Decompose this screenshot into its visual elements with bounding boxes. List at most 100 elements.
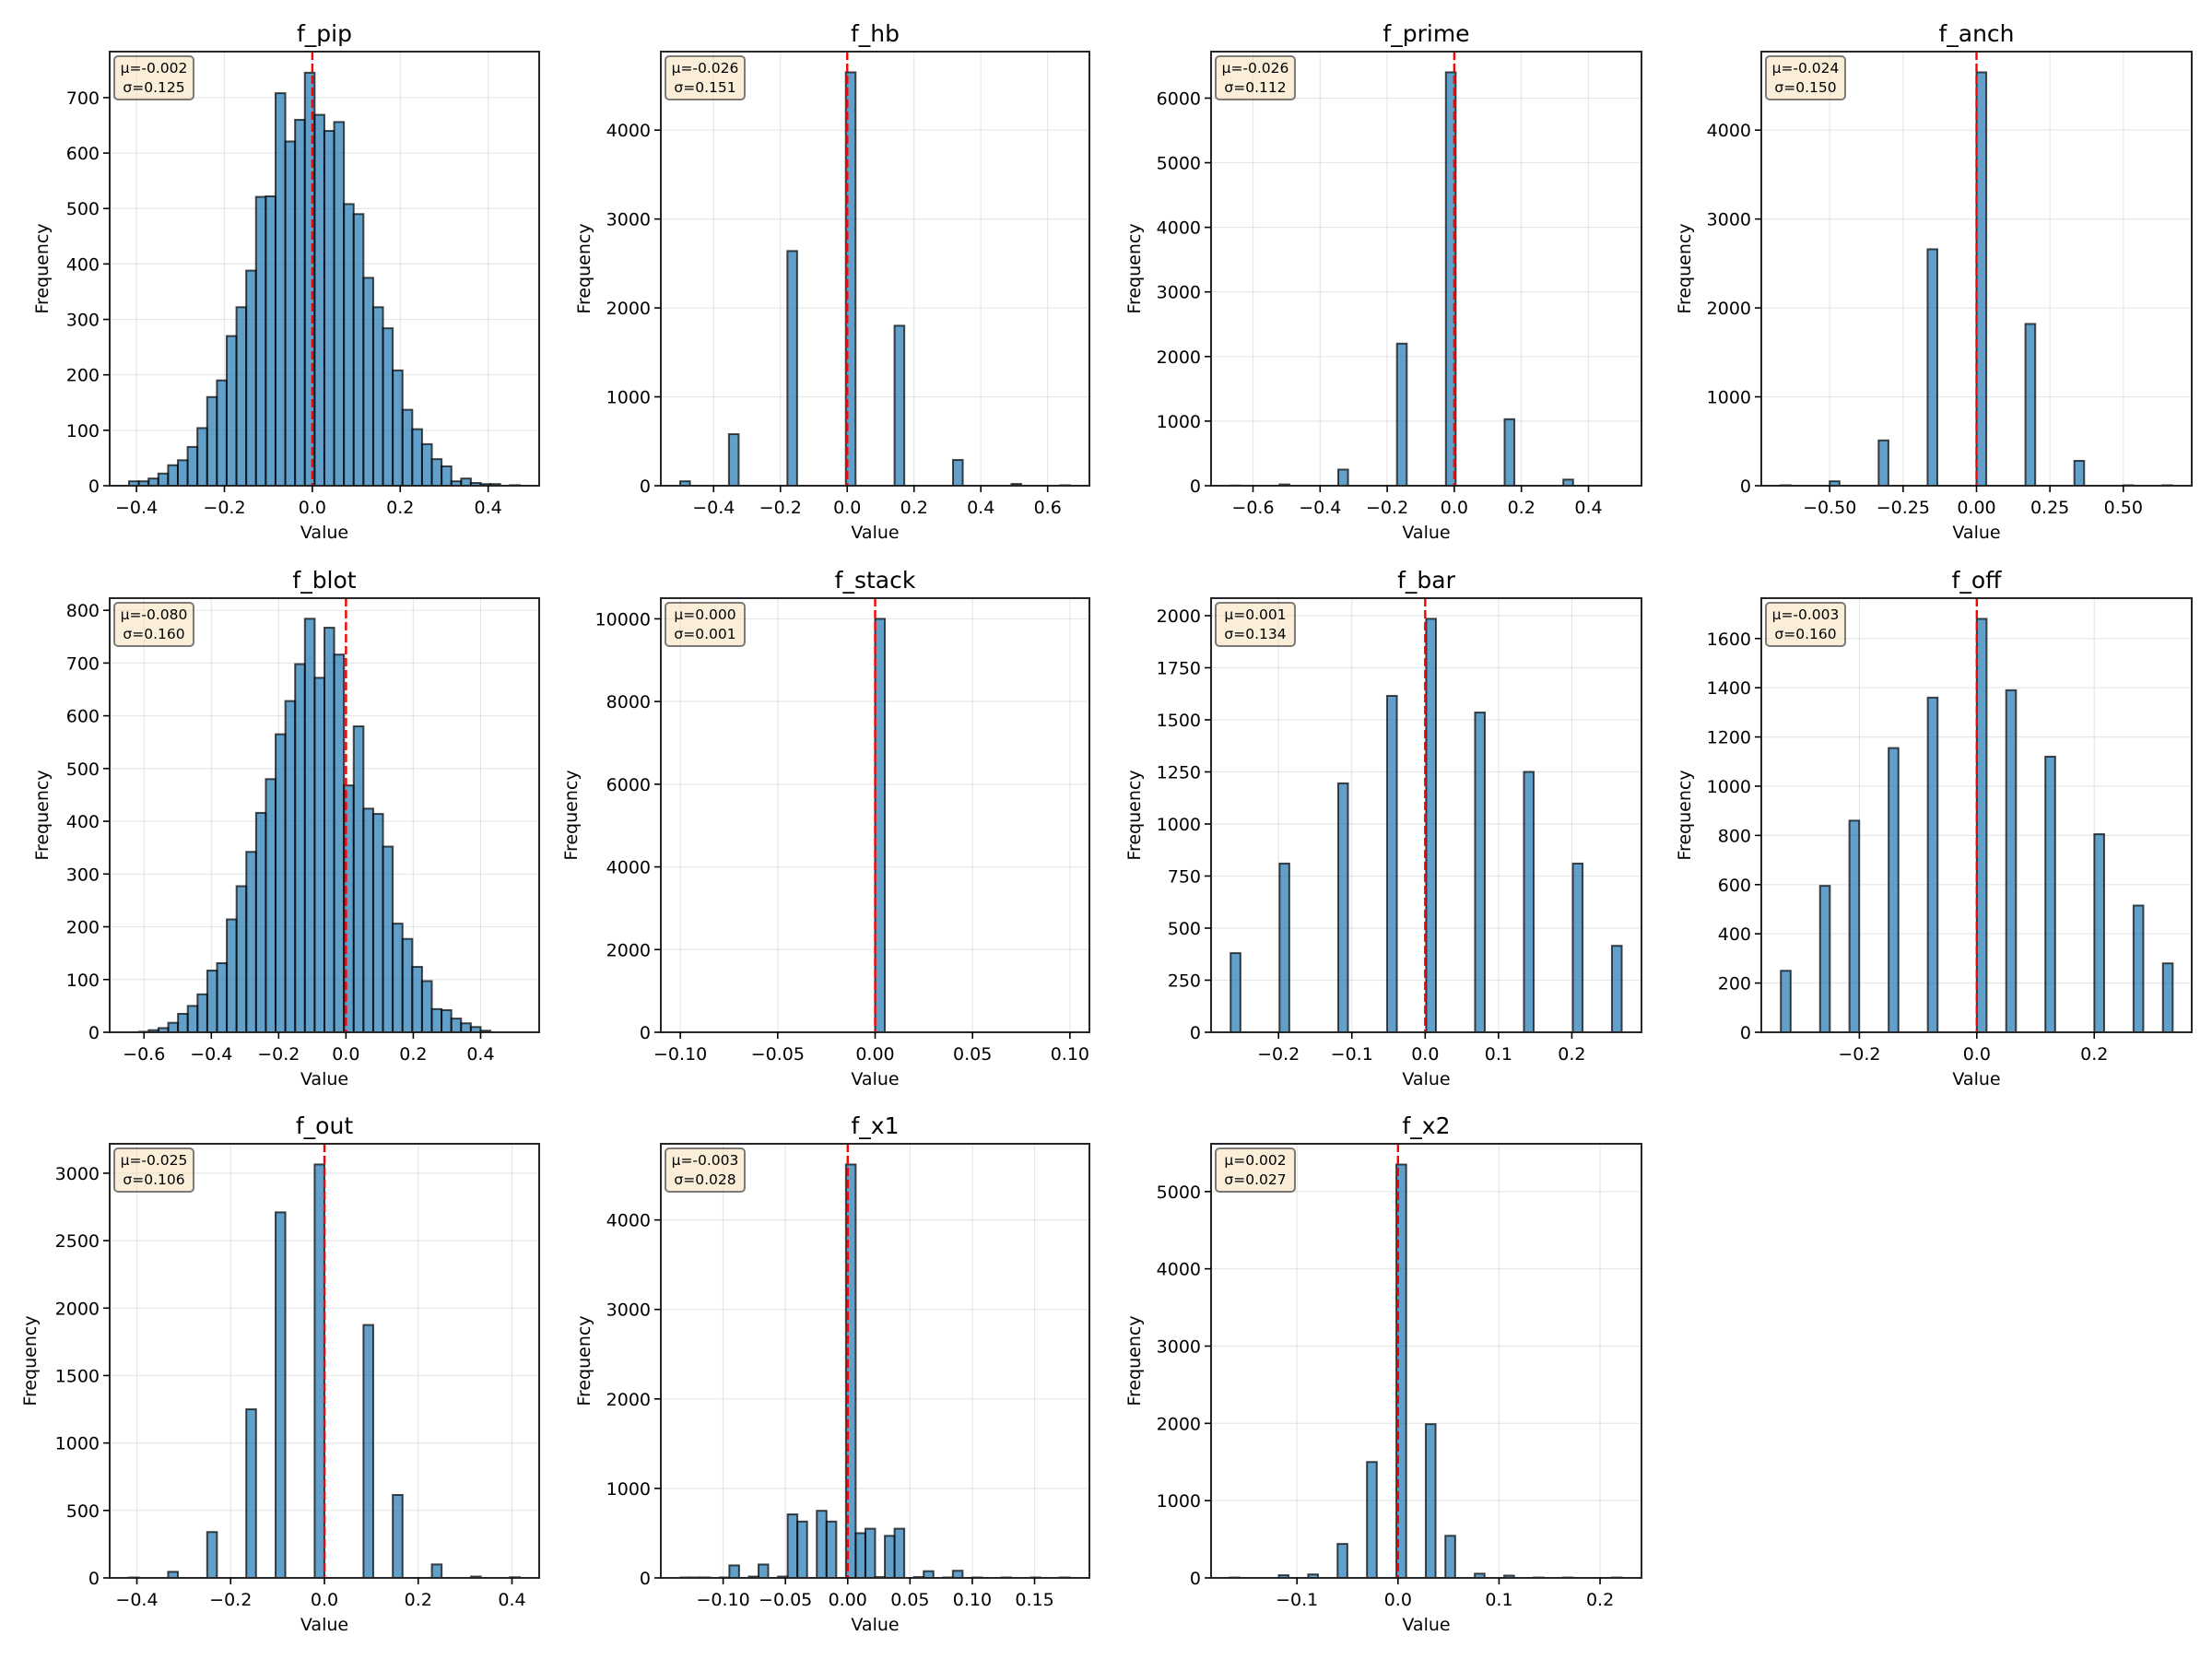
- histogram-bar: [333, 121, 346, 486]
- x-tick-label: 0.4: [967, 498, 994, 518]
- panel-title: f_hb: [851, 20, 900, 47]
- histogram-bar: [392, 369, 404, 486]
- histogram-panel-f_pip: −0.4 −0.2 0.0 0.2 0.4 0 100 200 300 400 500 600 700 f…: [32, 20, 540, 543]
- mean-label: μ=-0.026: [672, 60, 739, 76]
- histogram-bar: [167, 464, 179, 486]
- bars: [679, 71, 1071, 486]
- x-tick-label: −0.6: [123, 1044, 165, 1065]
- histogram-bar: [147, 477, 159, 486]
- y-tick-label: 1400: [1707, 678, 1751, 699]
- histogram-bar: [825, 1520, 838, 1578]
- x-tick-label: −0.50: [1803, 498, 1856, 518]
- histogram-bar: [284, 140, 297, 486]
- histogram-bar: [265, 778, 277, 1032]
- panel-title: f_bar: [1397, 567, 1455, 594]
- y-tick-label: 4000: [1157, 1260, 1201, 1280]
- histogram-panel-f_blot: −0.6 −0.4 −0.2 0.0 0.2 0.4 0 100 200 300 400 500 600…: [32, 567, 540, 1089]
- panel-title: f_out: [296, 1112, 353, 1139]
- y-axis-label: Frequency: [1124, 770, 1145, 860]
- x-tick-label: 0.2: [1508, 498, 1535, 518]
- stats-annotation: μ=-0.024 σ=0.150: [1765, 55, 1846, 100]
- histogram-bar: [1926, 696, 1939, 1032]
- histogram-bar: [206, 395, 218, 486]
- std-label: σ=0.106: [123, 1171, 184, 1188]
- stats-box-background: [113, 602, 194, 647]
- y-tick-label: 4000: [606, 858, 651, 878]
- mean-label: μ=-0.002: [121, 60, 188, 76]
- y-tick-label: 2000: [606, 299, 651, 319]
- histogram-panel-f_out: −0.4 −0.2 0.0 0.2 0.4 0 500 1000 1500 2000 2500 300…: [20, 1112, 540, 1635]
- y-axis-label: Frequency: [574, 1315, 594, 1406]
- x-axis-label: Value: [1402, 523, 1450, 543]
- histogram-bar: [786, 1513, 799, 1578]
- y-tick-label: 2000: [55, 1299, 100, 1319]
- histogram-bar: [206, 970, 218, 1032]
- x-axis-label: Value: [1952, 1069, 2000, 1089]
- x-tick-label: −0.6: [1231, 498, 1274, 518]
- x-tick-label: −0.2: [1838, 1044, 1880, 1065]
- x-tick-label: 0.4: [475, 498, 502, 518]
- histogram-bar: [430, 458, 443, 486]
- histogram-bar: [284, 700, 297, 1032]
- y-axis-label: Frequency: [32, 223, 53, 313]
- histogram-bar: [1848, 819, 1861, 1032]
- y-tick-label: 400: [66, 812, 100, 832]
- histogram-bar: [1395, 1163, 1407, 1578]
- panel-title: f_prime: [1382, 20, 1469, 47]
- histogram-bar: [951, 1570, 964, 1578]
- axes-frame: [109, 51, 540, 487]
- y-tick-label: 1200: [1707, 728, 1751, 748]
- y-tick-label: 1750: [1157, 658, 1201, 678]
- stats-annotation: μ=-0.003 σ=0.160: [1765, 602, 1846, 647]
- mean-label: μ=-0.025: [121, 1152, 188, 1169]
- std-label: σ=0.125: [123, 79, 184, 96]
- x-tick-label: 0.0: [1384, 1590, 1412, 1610]
- x-tick-label: −0.05: [759, 1590, 812, 1610]
- y-tick-label: 2500: [55, 1231, 100, 1252]
- x-axis-label: Value: [1952, 523, 2000, 543]
- histogram-bar: [893, 1527, 906, 1578]
- y-tick-label: 3000: [1157, 1336, 1201, 1357]
- y-tick-label: 0: [640, 1023, 651, 1043]
- histogram-bar: [226, 918, 238, 1032]
- y-tick-label: 4000: [606, 121, 651, 141]
- histogram-panel-f_x1: −0.10 −0.05 0.00 0.05 0.10 0.15 0 1000 2000 3000 4…: [574, 1112, 1090, 1635]
- x-tick-label: 0.10: [1051, 1044, 1089, 1065]
- histogram-bar: [728, 1564, 740, 1578]
- y-tick-label: 200: [1718, 974, 1751, 994]
- y-axis-label: Frequency: [561, 770, 582, 860]
- y-tick-label: 2000: [1157, 606, 1201, 627]
- histogram-bar: [294, 118, 306, 486]
- std-label: σ=0.150: [1774, 79, 1836, 96]
- x-tick-label: −0.4: [190, 1044, 232, 1065]
- y-tick-label: 6000: [606, 775, 651, 795]
- histogram-bar: [1424, 1423, 1437, 1578]
- stats-box-background: [1215, 55, 1296, 100]
- histogram-bar: [176, 459, 189, 486]
- axes-frame: [109, 597, 540, 1033]
- mean-label: μ=-0.024: [1772, 60, 1840, 76]
- histogram-bar: [235, 306, 248, 486]
- y-tick-label: 2000: [1157, 1414, 1201, 1434]
- histogram-panel-f_stack: −0.10 −0.05 0.00 0.05 0.10 0 2000 4000 6000 8000 1…: [561, 567, 1090, 1089]
- panel-title: f_pip: [297, 20, 352, 47]
- histogram-bar: [362, 1324, 374, 1578]
- histogram-bar: [441, 1008, 453, 1032]
- std-label: σ=0.112: [1224, 79, 1286, 96]
- y-tick-label: 300: [66, 311, 100, 331]
- histogram-bar: [225, 335, 238, 486]
- stats-box-background: [1765, 55, 1846, 100]
- histogram-bar: [2005, 688, 2018, 1032]
- y-tick-label: 200: [66, 366, 100, 386]
- histogram-bar: [1395, 342, 1408, 486]
- stats-box-background: [665, 1147, 746, 1193]
- mean-label: μ=-0.080: [121, 606, 188, 623]
- axes-frame: [660, 51, 1090, 487]
- y-tick-label: 0: [88, 1569, 100, 1589]
- histogram-bar: [392, 923, 404, 1032]
- x-tick-label: −0.2: [1366, 498, 1408, 518]
- y-tick-label: 600: [66, 144, 100, 164]
- histogram-bar: [1278, 862, 1290, 1032]
- panel-title: f_stack: [835, 567, 916, 594]
- histogram-bar: [265, 195, 276, 486]
